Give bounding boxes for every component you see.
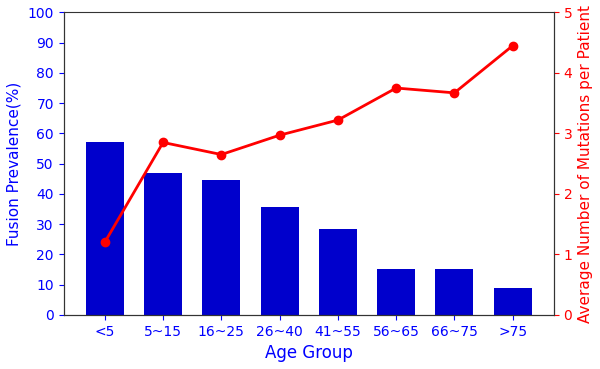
Bar bbox=[86, 142, 124, 315]
Y-axis label: Average Number of Mutations per Patient: Average Number of Mutations per Patient bbox=[578, 4, 593, 323]
Bar bbox=[319, 229, 357, 315]
X-axis label: Age Group: Age Group bbox=[265, 344, 353, 362]
Bar bbox=[202, 180, 240, 315]
Y-axis label: Fusion Prevalence(%): Fusion Prevalence(%) bbox=[7, 82, 22, 246]
Bar bbox=[144, 173, 182, 315]
Bar bbox=[494, 287, 532, 315]
Bar bbox=[377, 269, 415, 315]
Bar bbox=[260, 207, 299, 315]
Bar bbox=[436, 269, 473, 315]
